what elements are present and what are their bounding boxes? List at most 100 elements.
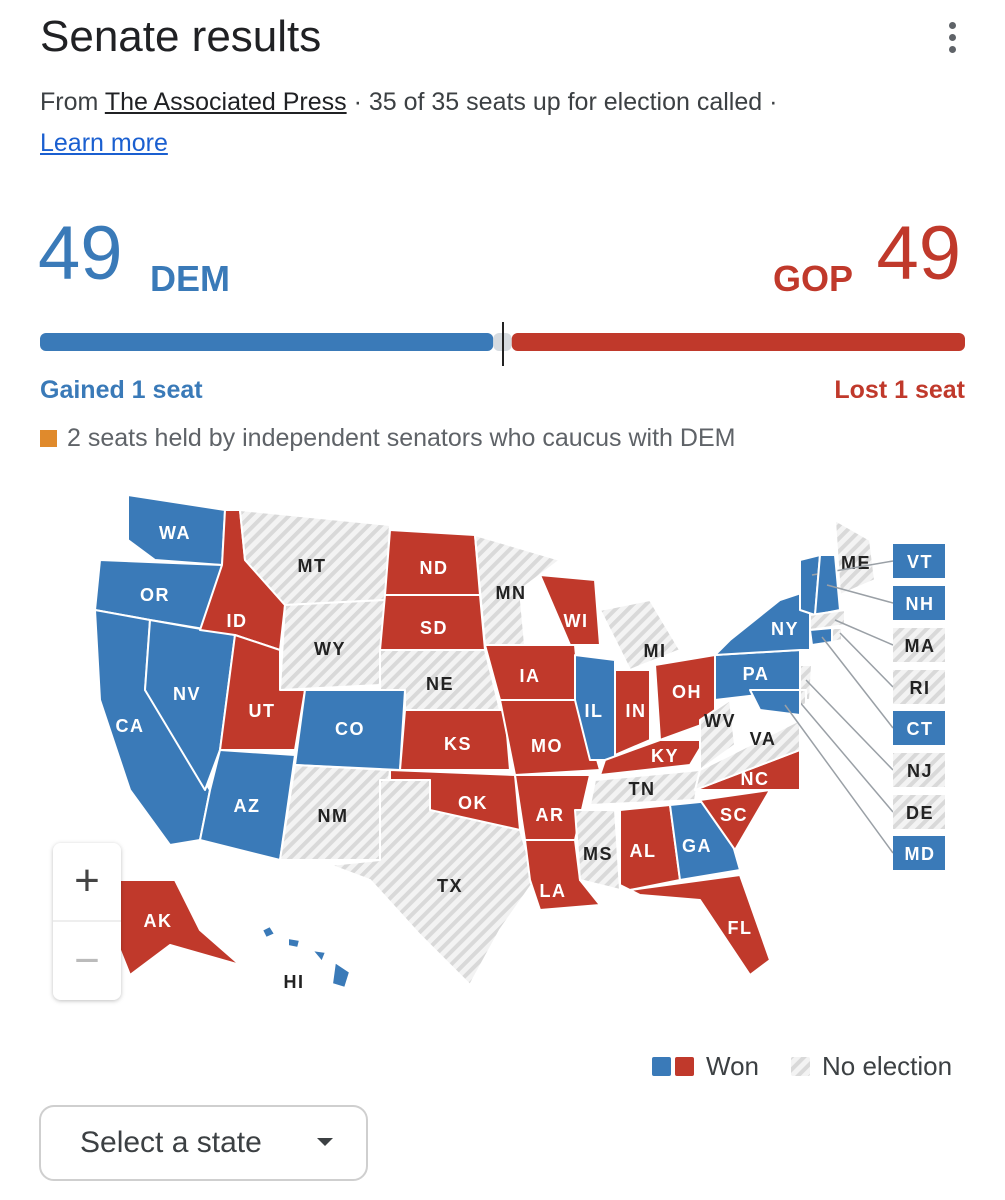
state-label: ID [227, 611, 248, 631]
independents-note: 2 seats held by independent senators who… [40, 424, 735, 453]
state [809, 627, 833, 646]
state-label: IN [626, 701, 647, 721]
state [699, 789, 771, 851]
legend-swatch [791, 1057, 810, 1076]
state-label: CA [116, 716, 145, 736]
state [127, 494, 226, 566]
state [589, 769, 701, 806]
dem-label: DEM [150, 258, 230, 299]
state [599, 739, 706, 776]
state-label: MN [496, 583, 527, 603]
menu-button[interactable] [940, 22, 964, 62]
state-label: NY [771, 619, 799, 639]
state [614, 669, 651, 756]
state-label: FL [728, 918, 753, 938]
state-label: DE [906, 803, 934, 823]
state-label: SC [720, 805, 748, 825]
state-box [893, 628, 945, 662]
state [199, 749, 296, 861]
state-label: RI [910, 678, 931, 698]
zoom-in[interactable]: + [74, 856, 100, 905]
state-label: TN [629, 779, 656, 799]
seat-bar [511, 333, 965, 351]
source-link[interactable]: The Associated Press [104, 88, 347, 116]
state [104, 879, 241, 976]
state-box [893, 753, 945, 787]
source-prefix: From [40, 88, 99, 116]
source-line: From The Associated Press · 35 of 35 sea… [40, 82, 830, 164]
seat-bar [40, 333, 494, 351]
state-label: MI [644, 641, 667, 661]
state-label: MT [298, 556, 327, 576]
state-label: CO [335, 719, 365, 739]
state [629, 874, 771, 976]
state-label: OR [140, 585, 170, 605]
state-label: WI [564, 611, 589, 631]
state [524, 839, 601, 911]
state [619, 804, 681, 891]
state-label: MA [905, 636, 936, 656]
leader-line [839, 632, 894, 688]
state-label: NH [906, 594, 935, 614]
select-button[interactable] [39, 1105, 368, 1181]
state-label: UT [249, 701, 276, 721]
state [699, 699, 736, 771]
swatch [40, 430, 57, 447]
state-box [893, 836, 945, 870]
state-label: WV [704, 711, 736, 731]
state [287, 937, 301, 949]
legend-label: No election [822, 1051, 952, 1081]
state-label: KY [651, 746, 679, 766]
separator: · [353, 88, 362, 116]
state-label: HI [284, 972, 305, 992]
state-label: OH [672, 682, 702, 702]
state-label: WY [314, 639, 346, 659]
gop-seats: 49 [876, 211, 961, 296]
state-label: KS [444, 734, 472, 754]
state-label: ND [420, 558, 449, 578]
state-label: OK [458, 793, 488, 813]
state [831, 627, 843, 643]
state-label: LA [540, 881, 567, 901]
state-label: CT [907, 719, 934, 739]
leader-line [826, 584, 894, 604]
state-box [893, 544, 945, 578]
state [474, 534, 561, 646]
state-label: IA [520, 666, 541, 686]
legend-label: Won [706, 1051, 759, 1081]
state [599, 599, 681, 671]
state [261, 925, 276, 939]
state-label: NC [741, 769, 770, 789]
legend-swatch [675, 1057, 694, 1076]
leader-line [821, 636, 894, 729]
state-label: ME [841, 553, 871, 573]
state-label: NV [173, 684, 201, 704]
leader-line [797, 699, 894, 813]
state-label: VT [907, 552, 933, 572]
status: 35 of 35 seats up for election called [368, 88, 763, 116]
state-label: MD [905, 844, 936, 864]
leader-line [834, 619, 894, 646]
state-box [893, 711, 945, 745]
state [694, 719, 801, 791]
zoom-out[interactable]: − [74, 936, 100, 985]
learn-more[interactable]: Learn more [40, 129, 168, 157]
state-box [893, 670, 945, 704]
state-label: NM [318, 806, 349, 826]
title: Senate results [40, 12, 322, 61]
state-box [893, 586, 945, 620]
state-label: WA [159, 523, 191, 543]
independent-seats: 2 [67, 424, 81, 452]
state-label: MO [531, 736, 563, 756]
state [399, 709, 511, 771]
state [539, 574, 601, 646]
state [574, 654, 616, 761]
state-label: AZ [234, 796, 261, 816]
state-label: NE [426, 674, 454, 694]
dropdown-caret [317, 1138, 333, 1146]
dem-change: Gained 1 seat [40, 376, 203, 404]
leader-line [784, 704, 894, 854]
state [714, 589, 811, 656]
gop-change: Lost 1 seat [834, 376, 965, 404]
state [574, 809, 621, 891]
